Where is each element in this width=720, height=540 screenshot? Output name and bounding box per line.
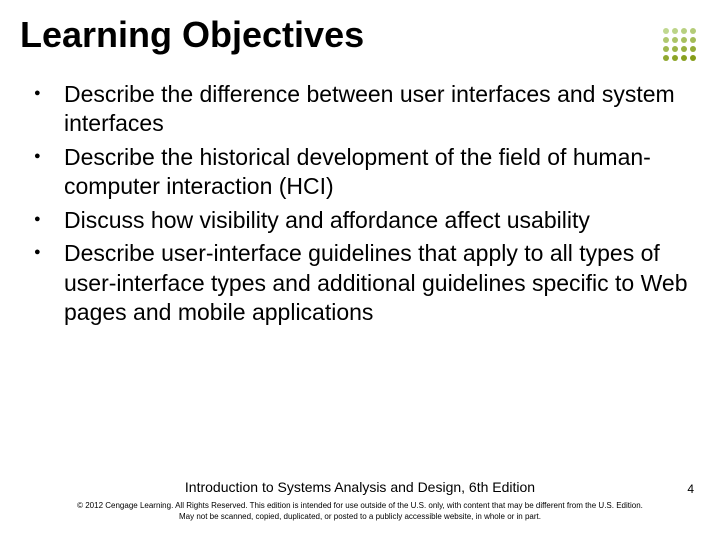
dot xyxy=(681,37,687,43)
dot xyxy=(681,28,687,34)
decorative-dot-grid xyxy=(663,28,696,61)
objectives-list: Describe the difference between user int… xyxy=(18,80,692,328)
copyright-line-1: © 2012 Cengage Learning. All Rights Rese… xyxy=(77,501,643,510)
slide-container: Learning Objectives Describe the differe… xyxy=(0,0,720,540)
dot xyxy=(672,55,678,61)
dot xyxy=(690,46,696,52)
objective-item: Describe user-interface guidelines that … xyxy=(34,239,692,327)
dot xyxy=(681,55,687,61)
dot xyxy=(672,46,678,52)
copyright-line-2: May not be scanned, copied, duplicated, … xyxy=(179,512,541,521)
dot xyxy=(690,28,696,34)
dot xyxy=(672,28,678,34)
dot xyxy=(690,55,696,61)
dot xyxy=(672,37,678,43)
objective-item: Describe the difference between user int… xyxy=(34,80,692,139)
objective-item: Discuss how visibility and affordance af… xyxy=(34,206,692,235)
dot xyxy=(681,46,687,52)
dot xyxy=(690,37,696,43)
slide-footer: Introduction to Systems Analysis and Des… xyxy=(0,479,720,522)
dot xyxy=(663,37,669,43)
copyright-text: © 2012 Cengage Learning. All Rights Rese… xyxy=(0,501,720,522)
objective-item: Describe the historical development of t… xyxy=(34,143,692,202)
slide-title: Learning Objectives xyxy=(18,14,692,56)
book-title: Introduction to Systems Analysis and Des… xyxy=(0,479,720,495)
dot xyxy=(663,28,669,34)
dot xyxy=(663,55,669,61)
dot xyxy=(663,46,669,52)
